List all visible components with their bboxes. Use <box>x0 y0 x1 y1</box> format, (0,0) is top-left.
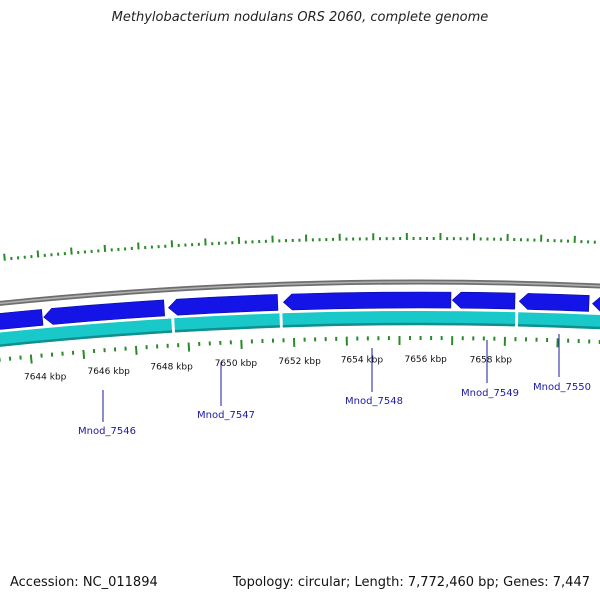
gene-block-reverse <box>174 313 280 333</box>
outer-tick <box>103 244 107 252</box>
gene-label: Mnod_7546 <box>78 426 136 437</box>
map-title: Methylobacterium nodulans ORS 2060, comp… <box>111 10 489 25</box>
scale-label: 7648 kbp <box>150 363 193 373</box>
gene-block-reverse <box>0 318 173 347</box>
scale-label: 7654 kbp <box>341 355 384 365</box>
gene-block-reverse-edge <box>282 322 516 328</box>
scale-label: 7646 kbp <box>87 367 130 377</box>
scale-label: 7650 kbp <box>215 359 258 369</box>
scale-label: 7644 kbp <box>24 372 67 382</box>
inner-tick-ring <box>0 335 600 364</box>
gene-label: Mnod_7547 <box>197 410 255 421</box>
gene-label: Mnod_7548 <box>345 396 403 407</box>
inner-tick <box>29 354 33 364</box>
gene-arrow-forward <box>451 291 516 310</box>
gene-arrow-forward <box>518 293 590 312</box>
backbone-highlight <box>0 281 600 305</box>
gene-block-reverse-edge <box>174 325 280 333</box>
gene-arrow-forward <box>43 299 165 325</box>
gene-block-reverse <box>282 310 516 328</box>
scale-label: 7658 kbp <box>470 356 513 366</box>
genome-backbone <box>0 279 600 306</box>
outer-tick-ring <box>3 233 596 261</box>
accession-text: Accession: NC_011894 <box>10 575 158 590</box>
inner-tick <box>82 349 86 359</box>
outer-tick <box>70 247 73 255</box>
inner-tick <box>134 345 138 355</box>
gene-block-reverse <box>517 312 600 330</box>
gene-arrow-forward <box>168 294 279 316</box>
gene-arrow-forward <box>592 296 600 312</box>
scale-label: 7652 kbp <box>278 357 321 367</box>
scale-labels: 7644 kbp 7646 kbp 7648 kbp 7650 kbp 7652 kbp… <box>24 355 512 382</box>
gene-block-reverse-edge <box>517 323 600 330</box>
gene-label: Mnod_7549 <box>461 388 519 399</box>
gene-label-callouts: Mnod_7546 Mnod_7547 Mnod_7548 Mnod_7549 Mnod… <box>78 334 591 437</box>
gene-block-reverse-edge <box>0 330 173 347</box>
outer-tick <box>3 253 6 261</box>
gene-tracks <box>0 291 600 347</box>
gene-label: Mnod_7550 <box>533 382 591 393</box>
inner-tick <box>187 342 191 352</box>
gene-arrow-forward <box>282 291 452 311</box>
outer-tick <box>36 250 40 258</box>
genome-summary-text: Topology: circular; Length: 7,772,460 bp… <box>232 575 590 590</box>
scale-label: 7656 kbp <box>404 355 447 365</box>
gene-arrow-forward <box>0 309 44 330</box>
